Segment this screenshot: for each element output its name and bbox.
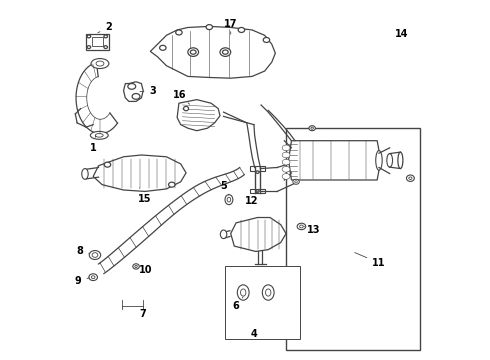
Polygon shape xyxy=(231,217,286,251)
Ellipse shape xyxy=(220,230,227,239)
Ellipse shape xyxy=(222,50,228,54)
Ellipse shape xyxy=(376,150,382,170)
Bar xyxy=(286,128,420,350)
Ellipse shape xyxy=(104,46,107,49)
Ellipse shape xyxy=(387,154,392,167)
Ellipse shape xyxy=(309,126,316,131)
Ellipse shape xyxy=(96,61,104,66)
Ellipse shape xyxy=(297,223,306,230)
Ellipse shape xyxy=(409,177,412,180)
Ellipse shape xyxy=(160,45,166,50)
Text: 3: 3 xyxy=(140,86,156,96)
Ellipse shape xyxy=(190,50,196,54)
Ellipse shape xyxy=(293,179,299,184)
Ellipse shape xyxy=(90,131,108,139)
Ellipse shape xyxy=(237,285,249,300)
Polygon shape xyxy=(289,141,381,180)
Bar xyxy=(249,189,266,193)
Text: 14: 14 xyxy=(395,28,409,39)
Bar xyxy=(249,166,266,171)
Ellipse shape xyxy=(256,190,259,192)
Ellipse shape xyxy=(169,182,175,187)
Text: 6: 6 xyxy=(233,297,243,311)
Bar xyxy=(92,37,103,46)
Ellipse shape xyxy=(282,166,290,172)
Ellipse shape xyxy=(128,84,136,89)
Ellipse shape xyxy=(91,59,109,68)
Polygon shape xyxy=(177,100,220,131)
Ellipse shape xyxy=(92,276,95,279)
Ellipse shape xyxy=(135,265,137,267)
Ellipse shape xyxy=(398,152,403,168)
Ellipse shape xyxy=(132,94,140,99)
Ellipse shape xyxy=(263,37,270,42)
Text: 1: 1 xyxy=(90,135,97,153)
Text: 11: 11 xyxy=(355,252,386,268)
Text: 16: 16 xyxy=(173,90,190,104)
Bar xyxy=(225,266,300,339)
Text: 9: 9 xyxy=(75,276,89,286)
Ellipse shape xyxy=(227,197,231,202)
Polygon shape xyxy=(150,26,275,78)
Ellipse shape xyxy=(89,251,100,260)
Ellipse shape xyxy=(282,159,290,165)
Ellipse shape xyxy=(133,264,139,269)
Ellipse shape xyxy=(282,174,290,179)
Ellipse shape xyxy=(87,35,91,38)
Ellipse shape xyxy=(282,152,290,158)
Text: 2: 2 xyxy=(98,22,112,33)
Ellipse shape xyxy=(87,46,91,49)
Ellipse shape xyxy=(262,285,274,300)
Bar xyxy=(86,33,109,50)
Text: 4: 4 xyxy=(250,329,257,339)
Ellipse shape xyxy=(241,289,246,296)
Text: 15: 15 xyxy=(138,188,152,203)
Text: 13: 13 xyxy=(304,225,320,235)
Ellipse shape xyxy=(220,48,231,57)
Text: 8: 8 xyxy=(76,246,90,256)
Ellipse shape xyxy=(266,289,271,296)
Polygon shape xyxy=(93,155,186,192)
Ellipse shape xyxy=(104,162,111,167)
Polygon shape xyxy=(123,82,143,102)
Ellipse shape xyxy=(206,24,213,30)
Ellipse shape xyxy=(104,35,107,38)
Ellipse shape xyxy=(256,171,259,174)
Text: 10: 10 xyxy=(136,265,152,275)
Ellipse shape xyxy=(282,145,290,151)
Ellipse shape xyxy=(225,195,233,204)
Ellipse shape xyxy=(188,48,198,57)
Ellipse shape xyxy=(184,107,189,111)
Ellipse shape xyxy=(295,181,297,183)
Text: 7: 7 xyxy=(139,309,146,319)
Ellipse shape xyxy=(82,168,88,179)
Ellipse shape xyxy=(92,253,98,257)
Text: 5: 5 xyxy=(220,181,229,195)
Ellipse shape xyxy=(311,127,314,129)
Ellipse shape xyxy=(89,274,98,280)
Ellipse shape xyxy=(407,175,415,181)
Ellipse shape xyxy=(176,30,182,35)
Ellipse shape xyxy=(300,225,303,228)
Ellipse shape xyxy=(96,134,103,137)
Text: 17: 17 xyxy=(224,19,238,34)
Text: 12: 12 xyxy=(245,192,258,206)
Ellipse shape xyxy=(238,27,245,32)
